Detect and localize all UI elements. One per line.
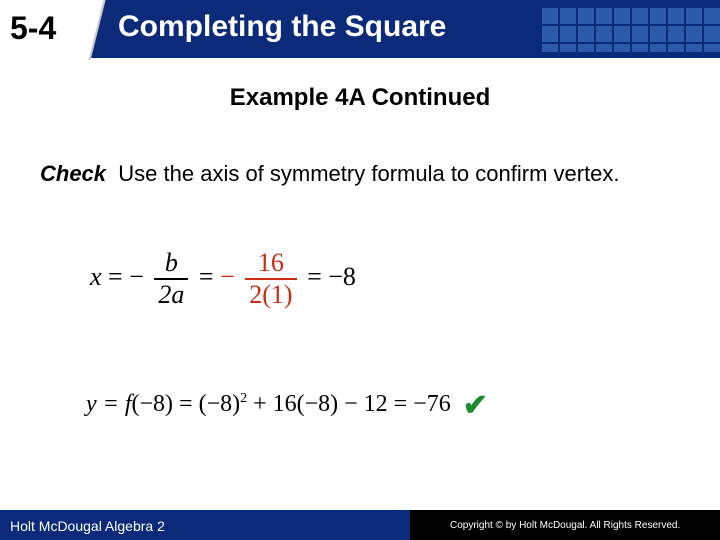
frac2-num: 16 [245,250,296,280]
y-calculation: y = f(−8) = (−8)2 + 16(−8) − 12 = −76 ✔ [86,388,488,423]
formula-minus2: − [220,262,235,291]
footer-text: Holt McDougal Algebra 2 [10,518,165,534]
formula-eq3: = [307,262,322,291]
y-tail: + 16(−8) − 12 = −76 [247,391,451,417]
formula-rhs: −8 [328,262,356,291]
check-text: Use the axis of symmetry formula to conf… [118,161,619,186]
check-label: Check [40,161,106,186]
y-rest: (−8) = (−8) [132,391,241,417]
frac1-num: b [154,250,188,280]
formula-eq2: = [199,262,214,291]
y-prefix: y = f [86,391,132,417]
frac2-den: 2(1) [245,280,296,308]
header-grid-decor [540,6,720,52]
formula-x: x [90,262,102,291]
formula-minus1: − [129,262,144,291]
copyright-box: Copyright © by Holt McDougal. All Rights… [410,510,720,540]
lesson-title: Completing the Square [118,10,446,44]
formula-frac1: b 2a [154,250,188,308]
formula-frac2: 16 2(1) [245,250,296,308]
example-heading: Example 4A Continued [0,84,720,112]
copyright-text: Copyright © by Holt McDougal. All Rights… [450,520,680,531]
checkmark-icon: ✔ [463,389,488,422]
frac1-den: 2a [154,280,188,308]
axis-formula: x = − b 2a = − 16 2(1) = −8 [90,250,356,308]
formula-eq1: = [108,262,123,291]
lesson-number: 5-4 [10,10,56,47]
check-instruction: Check Use the axis of symmetry formula t… [40,160,680,189]
